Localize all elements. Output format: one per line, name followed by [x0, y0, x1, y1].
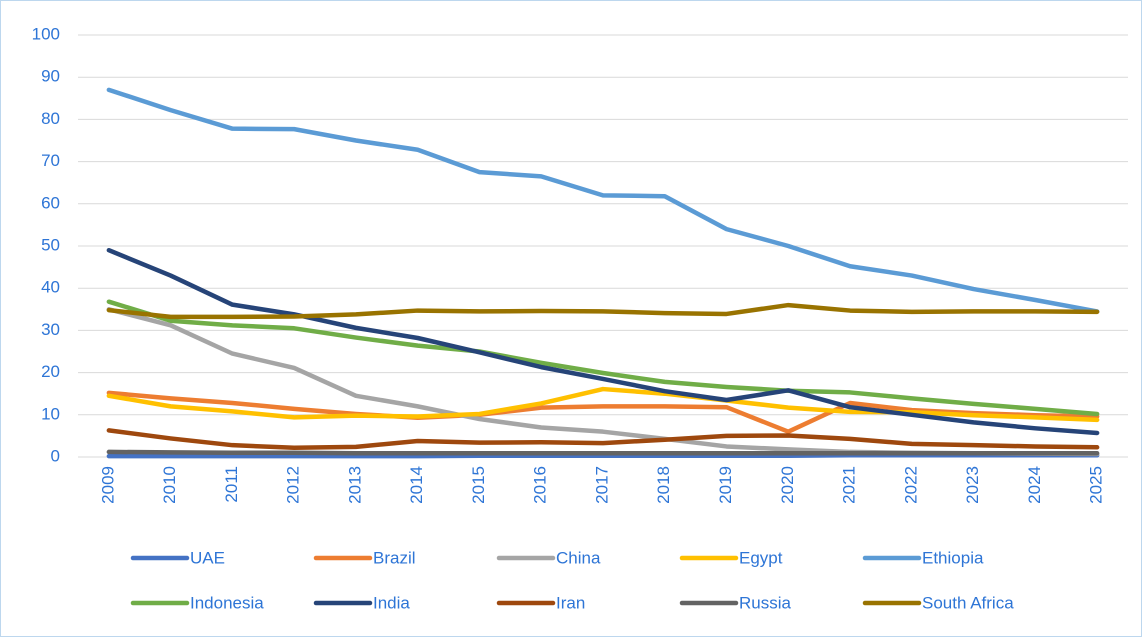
series-line — [106, 87, 1100, 314]
x-tick-label: 2018 — [654, 466, 673, 504]
x-tick-label: 2014 — [407, 466, 426, 504]
legend-label: Brazil — [373, 548, 416, 567]
legend-label: China — [556, 548, 601, 567]
x-tick-label: 2024 — [1025, 466, 1044, 504]
series-line — [106, 449, 1100, 456]
series-line — [106, 428, 1100, 450]
x-tick-label: 2025 — [1087, 466, 1106, 504]
x-tick-label: 2020 — [778, 466, 797, 504]
legend-label: UAE — [190, 548, 225, 567]
x-tick-label: 2012 — [284, 466, 303, 504]
x-tick-label: 2015 — [469, 466, 488, 504]
series-line — [106, 299, 1100, 417]
x-tick-label: 2013 — [345, 466, 364, 504]
x-tick-label: 2017 — [592, 466, 611, 504]
legend-label: Indonesia — [190, 593, 264, 612]
y-tick-label: 30 — [41, 320, 60, 339]
x-tick-label: 2016 — [531, 466, 550, 504]
series-line — [106, 386, 1100, 423]
legend-label: Ethiopia — [922, 548, 984, 567]
x-tick-label: 2011 — [222, 466, 241, 503]
x-tick-label: 2010 — [160, 466, 179, 504]
legend-label: India — [373, 593, 410, 612]
x-tick-label: 2009 — [98, 466, 117, 504]
y-tick-label: 70 — [41, 151, 60, 170]
x-tick-label: 2023 — [963, 466, 982, 504]
y-tick-label: 60 — [41, 193, 60, 212]
legend-label: Iran — [556, 593, 585, 612]
x-tick-label: 2019 — [716, 466, 735, 504]
y-tick-label: 20 — [41, 362, 60, 381]
series-line — [106, 302, 1100, 320]
legend-label: Russia — [739, 593, 792, 612]
y-tick-label: 100 — [32, 24, 60, 43]
y-tick-label: 90 — [41, 67, 60, 86]
y-tick-label: 10 — [41, 404, 60, 423]
legend-label: Egypt — [739, 548, 783, 567]
y-tick-label: 0 — [51, 446, 60, 465]
x-tick-label: 2022 — [901, 466, 920, 504]
y-tick-label: 80 — [41, 109, 60, 128]
legend-label: South Africa — [922, 593, 1014, 612]
x-tick-label: 2021 — [840, 466, 859, 504]
y-tick-label: 40 — [41, 278, 60, 297]
y-tick-label: 50 — [41, 235, 60, 254]
series-line — [106, 247, 1100, 436]
